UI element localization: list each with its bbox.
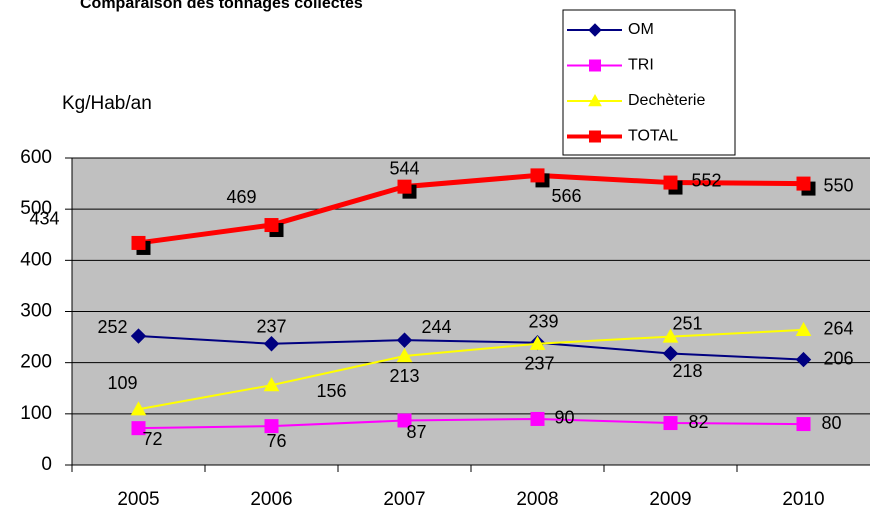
legend-label: OM [628,21,654,38]
x-tick-label: 2008 [516,489,558,510]
data-label: 566 [551,186,581,206]
marker [796,417,811,432]
data-label: 156 [316,381,346,401]
series-line [138,335,804,361]
marker [131,421,146,436]
y-tick-label: 600 [20,147,52,168]
marker [263,377,280,392]
marker [663,416,678,431]
series-line [138,417,804,430]
y-tick-label: 500 [20,198,52,219]
data-label: 213 [389,366,419,386]
data-label: 239 [528,311,558,331]
data-label: 469 [226,187,256,207]
legend-marker [589,130,601,143]
data-label: 90 [554,408,574,428]
marker [264,218,279,233]
marker [131,235,146,250]
data-label: 244 [421,317,451,337]
data-label: 218 [672,361,702,381]
marker [662,345,679,362]
y-tick-label: 100 [20,403,52,424]
data-label: 80 [821,413,841,433]
marker [263,336,280,352]
data-label: 251 [672,313,702,333]
marker [396,332,413,348]
legend-label: Dechèterie [628,92,705,109]
marker [396,347,413,363]
legend-marker [589,59,601,72]
marker [662,328,679,343]
legend-marker [588,93,602,107]
data-label: 82 [688,412,708,432]
y-tick-label: 400 [20,249,52,270]
marker [530,411,545,426]
data-label: 252 [97,317,127,337]
y-tick-label: 200 [20,352,52,373]
legend-label: TOTAL [628,128,678,145]
x-tick-label: 2007 [383,489,425,510]
data-label: 552 [691,170,721,190]
legend-marker [588,23,602,37]
marker [663,175,678,190]
data-label: 544 [389,158,419,178]
data-label: 237 [256,316,286,336]
data-label: 434 [29,209,59,229]
marker [264,419,279,434]
marker [530,168,545,183]
data-label: 264 [823,319,853,339]
marker [130,328,147,344]
marker [795,351,812,368]
x-tick-label: 2006 [250,489,292,510]
data-label: 87 [406,422,426,442]
data-label: 550 [823,175,853,195]
data-label: 206 [823,348,853,368]
y-tick-label: 0 [41,454,52,475]
data-label: 72 [142,429,162,449]
marker [529,335,546,350]
chart-title: Comparaison des tonnages collectés [80,0,363,12]
marker [795,321,812,337]
x-tick-label: 2010 [782,489,824,510]
x-tick-label: 2009 [649,489,691,510]
x-tick-label: 2005 [117,489,159,510]
marker [130,401,147,416]
data-label: 76 [266,431,286,451]
series-line [138,172,804,246]
legend-label: TRI [628,57,654,74]
y-tick-label: 300 [20,301,52,322]
data-label: 237 [524,353,554,373]
marker [796,176,811,191]
data-label: 109 [107,373,137,393]
marker [397,179,412,194]
marker [397,413,412,428]
series-line [138,328,804,411]
y-axis-label: Kg/Hab/an [62,93,152,114]
